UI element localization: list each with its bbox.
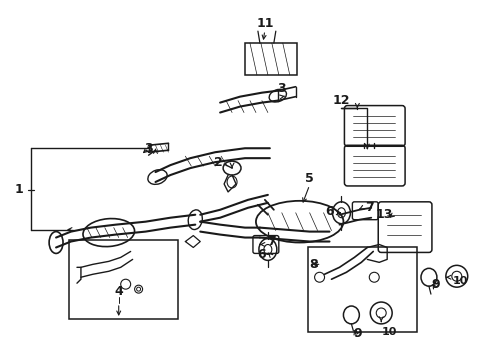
Text: 9: 9 bbox=[431, 278, 439, 291]
Text: 4: 4 bbox=[114, 285, 123, 298]
Text: 9: 9 bbox=[352, 327, 361, 340]
Text: 10: 10 bbox=[381, 327, 396, 337]
Text: 12: 12 bbox=[332, 94, 349, 107]
Bar bbox=[307, 247, 416, 332]
Text: 6: 6 bbox=[325, 205, 333, 218]
Text: 7: 7 bbox=[267, 235, 276, 248]
Text: 3: 3 bbox=[277, 82, 285, 95]
Text: 6: 6 bbox=[257, 248, 265, 261]
Text: 5: 5 bbox=[305, 171, 313, 185]
Text: 7: 7 bbox=[364, 201, 373, 214]
Text: 11: 11 bbox=[256, 17, 273, 30]
Bar bbox=[244, 43, 296, 75]
Text: 13: 13 bbox=[375, 208, 392, 221]
Bar bbox=[69, 239, 178, 319]
Text: 3: 3 bbox=[144, 142, 153, 155]
Text: 10: 10 bbox=[452, 276, 468, 286]
Text: 1: 1 bbox=[15, 184, 23, 197]
Text: 8: 8 bbox=[309, 258, 317, 271]
Text: 2: 2 bbox=[213, 156, 222, 168]
